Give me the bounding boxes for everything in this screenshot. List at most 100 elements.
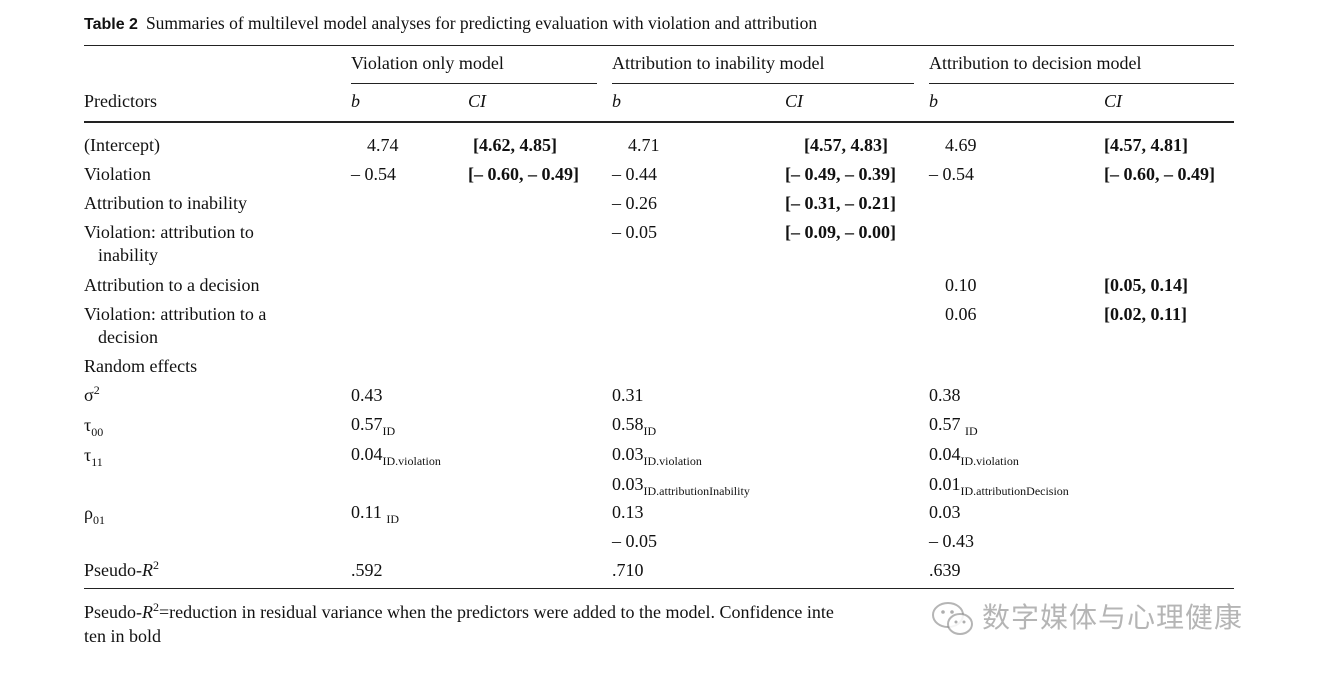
intercept-b-1: 4.74 xyxy=(367,135,399,155)
intercept-b-3: 4.69 xyxy=(945,135,977,155)
sigma2-value-3: 0.38 xyxy=(929,385,961,405)
row-label-line-2: inability xyxy=(98,245,158,265)
rho01-extra-value-3: – 0.43 xyxy=(929,531,974,551)
row-label-attribution-inability: Attribution to inability xyxy=(84,193,247,213)
row-label-random-effects: Random effects xyxy=(84,356,198,376)
value: 0.57 xyxy=(929,414,965,434)
group-header-violation-only: Violation only model xyxy=(351,53,504,73)
violation-attribution-inability-ci-2: [– 0.09, – 0.00] xyxy=(785,222,896,242)
row-label-intercept: (Intercept) xyxy=(84,135,160,155)
row-label-violation-attribution-decision: Violation: attribution to a decision xyxy=(84,303,294,349)
rho01-value-2: 0.13 xyxy=(612,502,644,522)
group-rule-3 xyxy=(929,83,1234,84)
tau11-sub: 11 xyxy=(91,455,103,469)
tau00-sub: 00 xyxy=(91,425,104,439)
tau-symbol: τ xyxy=(84,445,92,465)
value: 0.01 xyxy=(929,474,961,494)
row-label-violation-attribution-inability: Violation: attribution to inability xyxy=(84,221,294,267)
sigma2-value-1: 0.43 xyxy=(351,385,383,405)
sigma2-value-2: 0.31 xyxy=(612,385,644,405)
subscript: ID.violation xyxy=(382,454,441,468)
group-header-attribution-decision: Attribution to decision model xyxy=(929,53,1142,73)
ci-header-1: CI xyxy=(468,91,486,111)
intercept-ci-3: [4.57, 4.81] xyxy=(1104,135,1188,155)
violation-b-3: – 0.54 xyxy=(929,164,974,184)
row-label-sigma2: σ2 xyxy=(84,384,100,406)
value: 0.04 xyxy=(351,444,383,464)
row-label-tau00: τ00 xyxy=(84,414,104,439)
row-label-line-1: Violation: attribution to xyxy=(84,222,254,242)
value: 0.04 xyxy=(929,444,961,464)
tau11-extra-value-3: 0.01ID.attributionDecision xyxy=(929,473,1069,498)
tau00-value-1: 0.57ID xyxy=(351,413,396,438)
rho01-sub: 01 xyxy=(92,513,105,527)
intercept-ci-2: [4.57, 4.83] xyxy=(804,135,888,155)
violation-b-1: – 0.54 xyxy=(351,164,396,184)
row-label-pseudo-r2: Pseudo-R2 xyxy=(84,559,159,581)
tau-symbol: τ xyxy=(84,415,92,435)
footnote-lead: Pseudo- xyxy=(84,602,142,622)
value: 0.11 xyxy=(351,502,387,522)
tau11-value-2: 0.03ID.violation xyxy=(612,443,702,468)
wechat-icon xyxy=(932,602,973,635)
row-label-line-2: decision xyxy=(98,327,158,347)
value: 0.57 xyxy=(351,414,383,434)
subscript: ID xyxy=(386,512,400,526)
pseudo-r2-value-1: .592 xyxy=(351,560,383,580)
tau11-value-3: 0.04ID.violation xyxy=(929,443,1019,467)
header-rule xyxy=(84,121,1234,123)
subscript: ID.attributionInability xyxy=(643,484,750,498)
predictors-header: Predictors xyxy=(84,91,157,111)
pseudo-r2-value-2: .710 xyxy=(612,560,644,580)
tau11-extra-value-2: 0.03ID.attributionInability xyxy=(612,473,750,498)
violation-ci-3: [– 0.60, – 0.49] xyxy=(1104,164,1215,184)
row-label-tau11: τ11 xyxy=(84,444,103,469)
violation-ci-2: [– 0.49, – 0.39] xyxy=(785,164,896,184)
row-label-line-1: Violation: attribution to a xyxy=(84,304,267,324)
attribution-decision-b-3: 0.10 xyxy=(945,275,977,295)
value: 0.03 xyxy=(612,474,644,494)
violation-ci-1: [– 0.60, – 0.49] xyxy=(468,164,579,184)
footnote-sup: 2 xyxy=(153,600,159,614)
row-label-attribution-decision: Attribution to a decision xyxy=(84,275,260,295)
row-label-violation: Violation xyxy=(84,164,151,184)
watermark-text: 数字媒体与心理健康 xyxy=(982,601,1244,634)
watermark: 数字媒体与心理健康 xyxy=(930,592,1290,642)
footnote-r: R xyxy=(142,602,153,622)
subscript: ID xyxy=(965,424,978,438)
table-caption: Table 2 Summaries of multilevel model ana… xyxy=(84,13,817,34)
intercept-b-2: 4.71 xyxy=(628,135,660,155)
value: 0.03 xyxy=(612,444,644,464)
rho01-value-1: 0.11 ID xyxy=(351,501,400,526)
violation-attribution-inability-b-2: – 0.05 xyxy=(612,222,657,242)
rho-symbol: ρ xyxy=(84,503,93,523)
ci-header-2: CI xyxy=(785,91,803,111)
attribution-inability-b-2: – 0.26 xyxy=(612,193,657,213)
subscript: ID.violation xyxy=(643,454,702,468)
ci-header-3: CI xyxy=(1104,91,1122,111)
b-header-1: b xyxy=(351,91,360,111)
violation-attribution-decision-b-3: 0.06 xyxy=(945,304,977,324)
subscript: ID xyxy=(643,424,657,438)
violation-b-2: – 0.44 xyxy=(612,164,657,184)
pseudo-sup: 2 xyxy=(153,558,159,572)
tau00-value-2: 0.58ID xyxy=(612,413,657,438)
table-footnote: Pseudo-R2=reduction in residual variance… xyxy=(84,600,1234,648)
top-rule xyxy=(84,45,1234,46)
rho01-value-3: 0.03 xyxy=(929,502,961,522)
bottom-rule xyxy=(84,588,1234,589)
violation-attribution-decision-ci-3: [0.02, 0.11] xyxy=(1104,304,1187,324)
subscript: ID.attributionDecision xyxy=(960,484,1069,498)
pseudo-label: Pseudo- xyxy=(84,560,142,580)
table-title: Summaries of multilevel model analyses f… xyxy=(145,13,818,33)
pseudo-r2-value-3: .639 xyxy=(929,560,961,580)
intercept-ci-1: [4.62, 4.85] xyxy=(473,135,557,155)
group-header-attribution-inability: Attribution to inability model xyxy=(612,53,825,73)
subscript: ID xyxy=(382,424,396,438)
tau11-value-1: 0.04ID.violation xyxy=(351,443,441,468)
b-header-3: b xyxy=(929,91,938,111)
row-label-rho01: ρ01 xyxy=(84,502,105,527)
footnote-text: =reduction in residual variance when the… xyxy=(159,602,834,622)
group-rule-1 xyxy=(351,83,597,84)
tau00-value-3: 0.57 ID xyxy=(929,413,978,438)
